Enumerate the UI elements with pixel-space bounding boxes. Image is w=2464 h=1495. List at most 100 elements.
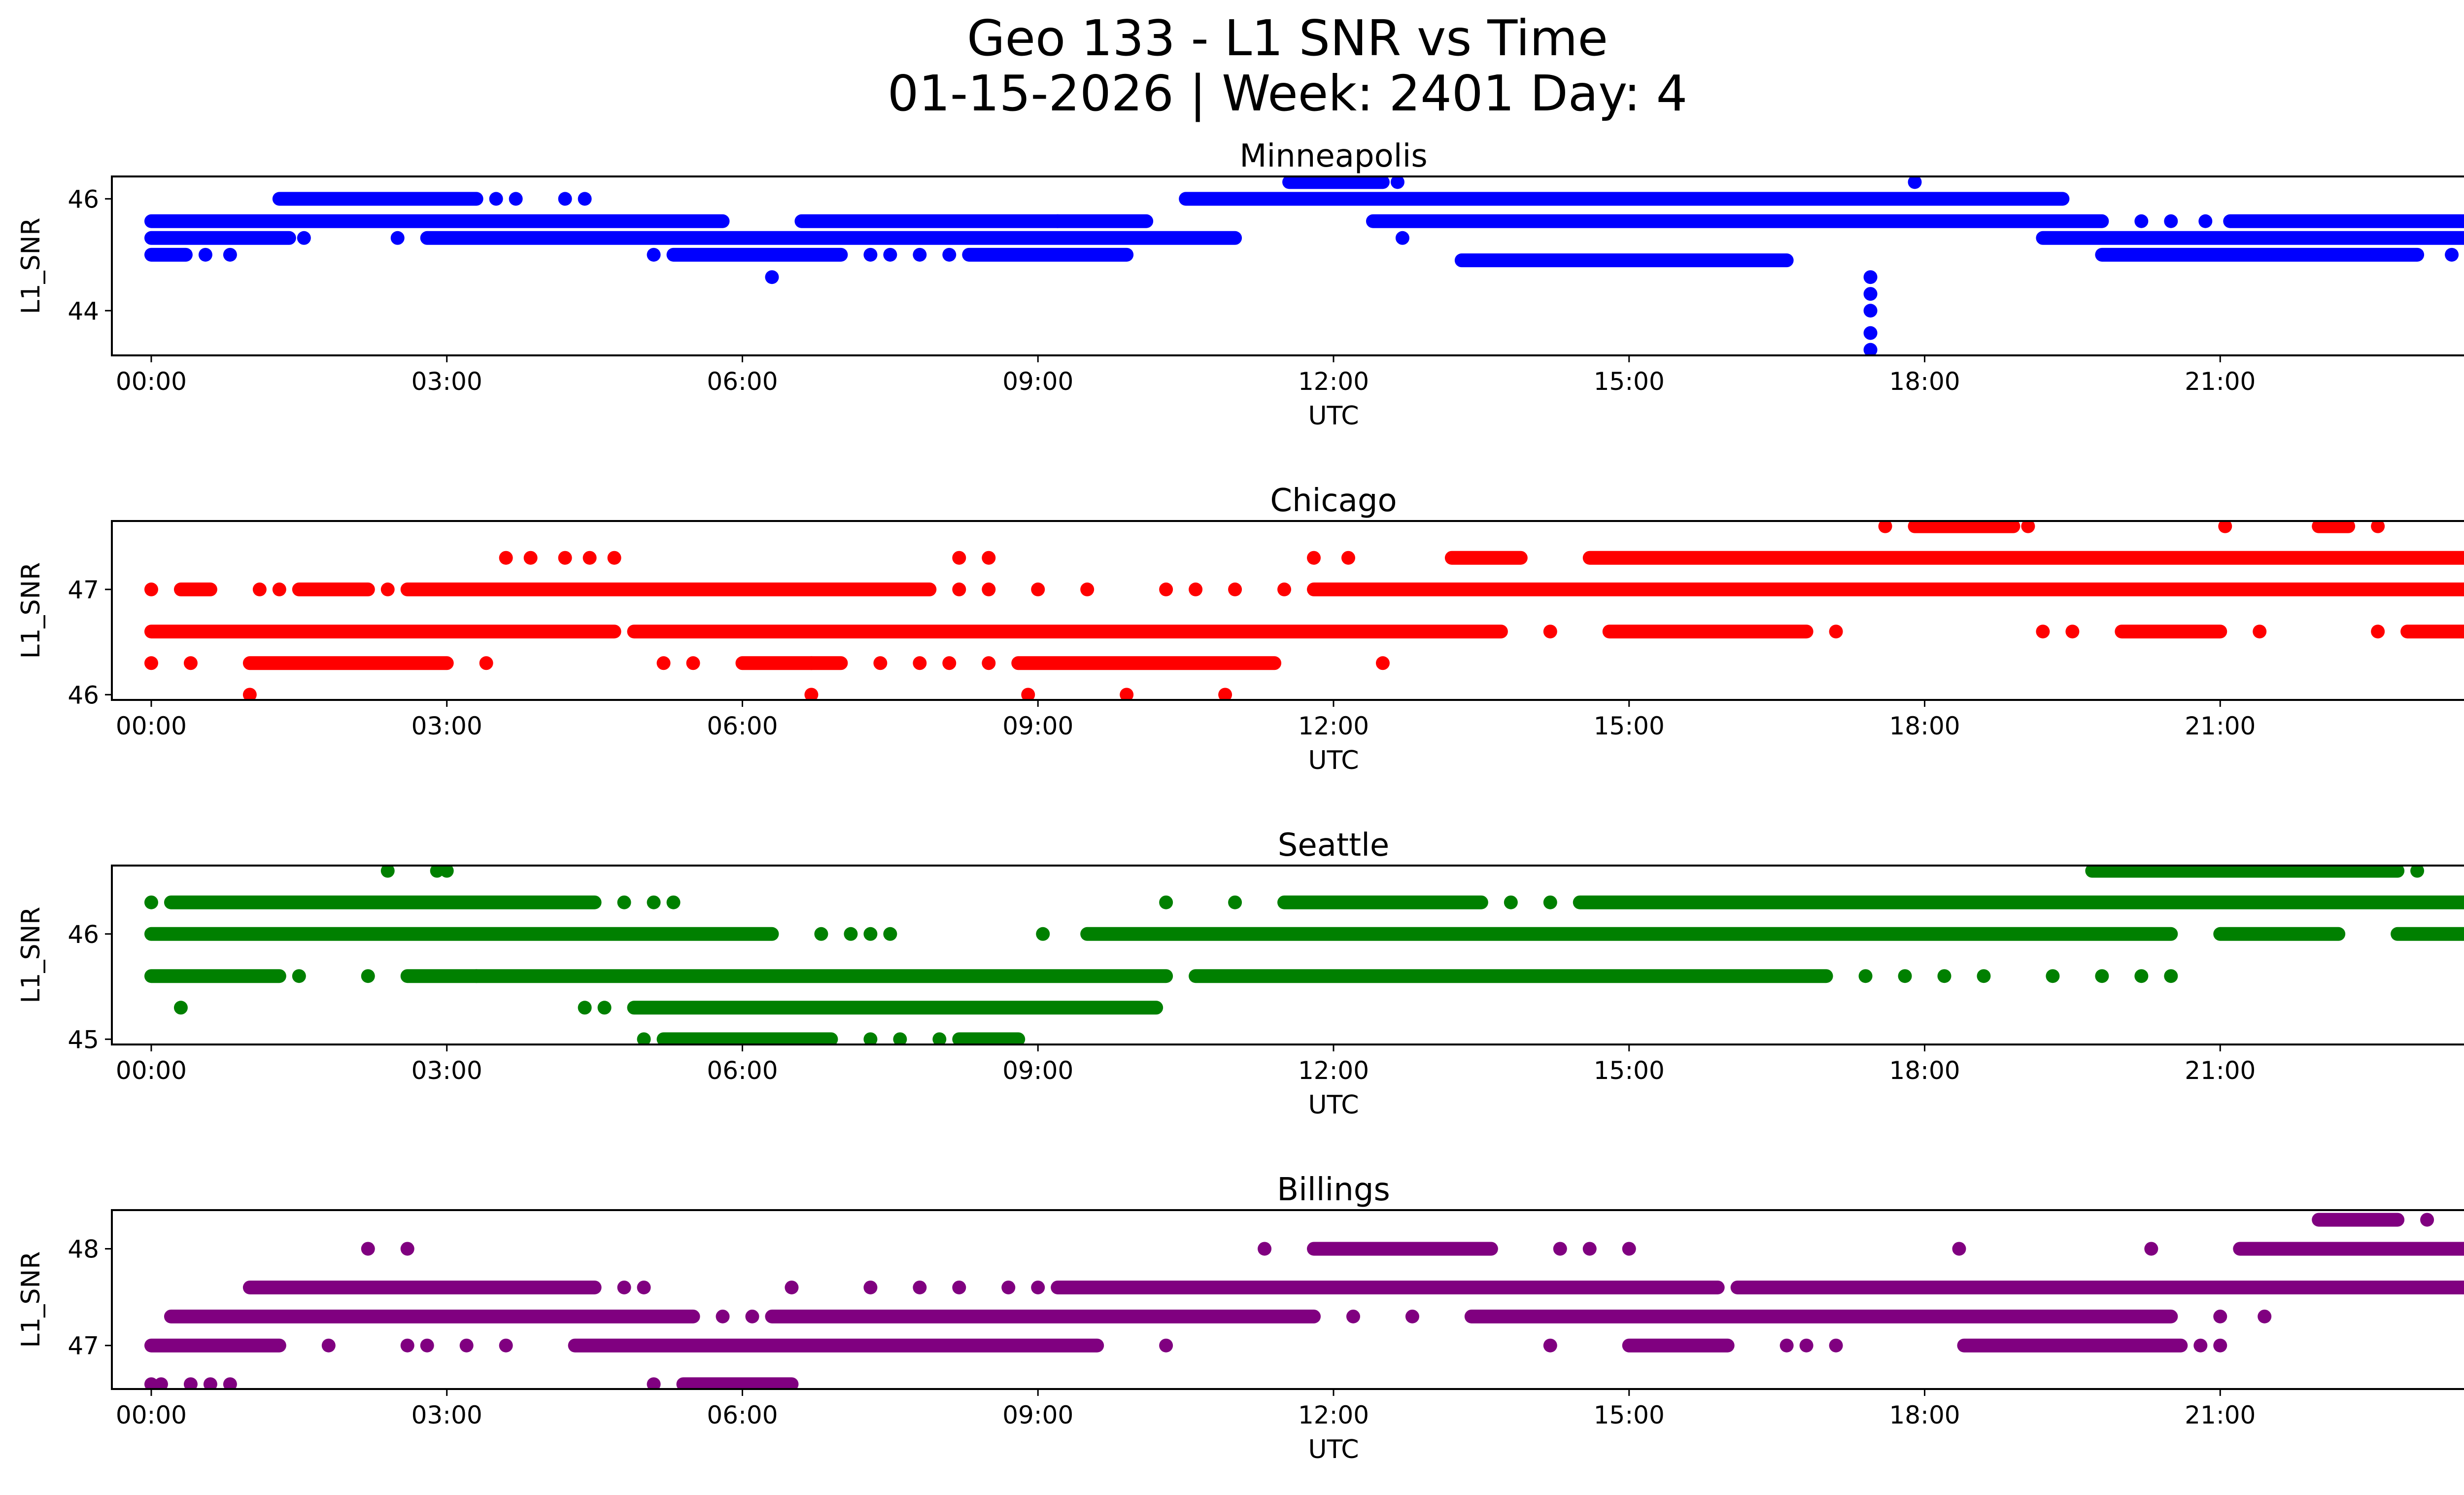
y-axis-label: L1_SNR	[16, 217, 46, 314]
data-band-segment	[1602, 625, 1814, 639]
data-point	[883, 247, 897, 262]
x-tick-label: 03:00	[411, 1401, 482, 1429]
x-tick-label: 06:00	[707, 1401, 778, 1429]
x-tick-label: 15:00	[1594, 367, 1665, 396]
data-point	[863, 927, 878, 941]
y-axis-label: L1_SNR	[16, 906, 46, 1003]
data-point	[2445, 247, 2459, 262]
data-point	[144, 895, 158, 909]
data-point	[154, 1377, 168, 1389]
data-point	[292, 969, 306, 983]
data-point	[479, 656, 493, 670]
x-tick-label: 09:00	[1002, 1401, 1073, 1429]
data-band-segment	[144, 1338, 286, 1353]
data-point	[183, 656, 198, 670]
data-point	[2371, 625, 2385, 639]
data-point	[2036, 625, 2050, 639]
x-tick-label: 12:00	[1298, 367, 1369, 396]
data-point	[1405, 1309, 1419, 1323]
series-markers	[144, 176, 2464, 355]
data-point	[765, 270, 779, 284]
data-point	[893, 1032, 907, 1044]
data-point	[499, 1338, 513, 1353]
data-point	[1780, 1338, 1794, 1353]
data-point	[144, 582, 158, 596]
axes-frame	[111, 1209, 2464, 1390]
data-point	[1307, 551, 1321, 565]
y-tick-label: 47	[68, 1332, 99, 1360]
data-band-segment	[1179, 192, 2070, 206]
axes-frame	[111, 865, 2464, 1045]
data-point	[203, 1377, 217, 1389]
data-band-segment	[1454, 253, 1794, 268]
data-point	[578, 192, 592, 206]
data-band-segment	[2391, 927, 2464, 941]
data-point	[942, 656, 957, 670]
x-tick-label: 18:00	[1889, 1401, 1960, 1429]
data-point	[499, 551, 513, 565]
data-band-segment	[2095, 247, 2425, 262]
x-tick-label: 06:00	[707, 367, 778, 396]
data-point	[1277, 582, 1292, 596]
data-band-segment	[656, 1032, 838, 1044]
data-point	[2134, 214, 2149, 228]
data-band-segment	[144, 969, 286, 983]
y-tick-label: 46	[68, 920, 99, 949]
data-band-segment	[568, 1338, 1104, 1353]
data-point	[1159, 582, 1173, 596]
data-point	[1799, 1338, 1814, 1353]
data-point	[607, 551, 621, 565]
data-point	[509, 192, 523, 206]
data-point	[2095, 969, 2109, 983]
data-point	[1031, 1280, 1045, 1294]
data-band-segment	[1622, 1338, 1735, 1353]
data-point	[523, 551, 538, 565]
data-point	[913, 656, 927, 670]
x-axis-label: UTC	[1308, 746, 1359, 775]
data-point	[637, 1032, 651, 1044]
data-point	[390, 231, 405, 245]
data-point	[2046, 969, 2060, 983]
data-band-segment	[400, 582, 937, 596]
x-tick-label: 18:00	[1889, 712, 1960, 740]
data-band-segment	[2223, 214, 2464, 228]
data-point	[297, 231, 311, 245]
data-point	[361, 1242, 375, 1256]
data-point	[804, 688, 819, 700]
x-tick-label: 06:00	[707, 1056, 778, 1085]
y-axis-label: L1_SNR	[16, 1251, 46, 1348]
data-point	[952, 1280, 966, 1294]
subplot-minneapolis: Minneapolis 00:00 03:00 06:00 09:00 12:00 15:0…	[16, 138, 2464, 431]
y-tick-label: 46	[68, 681, 99, 709]
data-point	[223, 247, 237, 262]
data-band-segment	[1011, 656, 1282, 670]
data-band-segment	[1444, 551, 1528, 565]
subplot-billings: Billings 00:00 03:00 06:00 09:00 12:00 15:00 18…	[16, 1172, 2464, 1464]
data-band-segment	[1307, 1242, 1498, 1256]
data-point	[617, 895, 631, 909]
data-band-segment	[1051, 1280, 1725, 1294]
x-tick-label: 09:00	[1002, 712, 1073, 740]
data-point	[597, 1001, 612, 1015]
x-tick-label: 00:00	[116, 1056, 187, 1085]
data-point	[1080, 582, 1095, 596]
x-tick-label: 00:00	[116, 712, 187, 740]
y-tick-label: 46	[68, 185, 99, 213]
x-axis-label: UTC	[1308, 401, 1359, 431]
data-band-segment	[1957, 1338, 2188, 1353]
data-point	[785, 1280, 799, 1294]
data-point	[982, 551, 996, 565]
data-point	[932, 1032, 947, 1044]
x-tick-label: 03:00	[411, 1056, 482, 1085]
data-point	[1829, 1338, 1843, 1353]
data-point	[1001, 1280, 1016, 1294]
data-band-segment	[242, 1280, 602, 1294]
y-axis-label: L1_SNR	[16, 562, 46, 659]
data-point	[1504, 895, 1518, 909]
data-point	[666, 895, 681, 909]
series-markers	[144, 521, 2464, 700]
x-tick-label: 21:00	[2185, 712, 2256, 740]
data-point	[2213, 1309, 2227, 1323]
data-band-segment	[765, 1309, 1321, 1323]
